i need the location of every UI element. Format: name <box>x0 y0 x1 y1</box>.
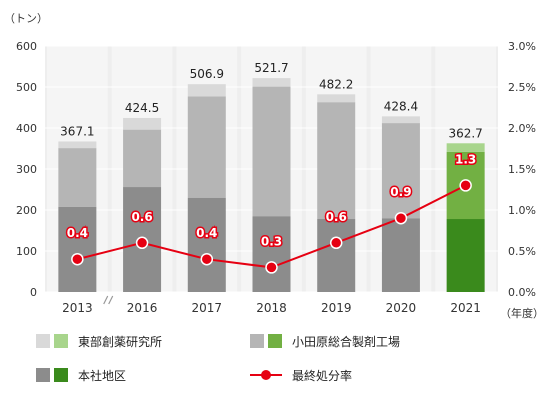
legend-swatch <box>36 368 50 382</box>
bar-segment-honsha <box>446 219 485 292</box>
rate-data-label: 0.3 <box>261 234 282 248</box>
x-tick-label: 2017 <box>192 301 223 315</box>
rate-data-label: 0.6 <box>131 210 152 224</box>
bar-segment-odawara <box>58 148 97 207</box>
x-tick-label: 2021 <box>450 301 481 315</box>
legend-label: 最終処分率 <box>292 368 352 383</box>
x-tick-label: 2013 <box>62 301 93 315</box>
rate-point <box>71 252 84 266</box>
x-axis-unit: （年度） <box>500 306 544 320</box>
bar-segment-honsha <box>252 216 291 292</box>
bar-segment-odawara <box>317 102 356 220</box>
legend-swatch <box>54 334 68 348</box>
x-tick-label: 2019 <box>321 301 352 315</box>
legend-label: 本社地区 <box>78 368 126 383</box>
bar-segment-honsha <box>58 206 97 292</box>
legend-item: 最終処分率 <box>250 368 352 383</box>
y2-tick-label: 2.0% <box>508 122 536 135</box>
legend-item: 小田原総合製剤工場 <box>250 334 400 349</box>
rate-data-label: 0.9 <box>390 185 411 199</box>
bar-total-label: 362.7 <box>448 126 482 140</box>
y-tick-label: 600 <box>16 40 37 53</box>
bar-segment-tobu <box>58 141 97 149</box>
bar-segment-tobu <box>381 116 420 124</box>
rate-data-label: 0.4 <box>196 226 217 240</box>
rate-data-label: 0.6 <box>326 210 347 224</box>
x-tick-label: 2020 <box>386 301 417 315</box>
y-tick-label: 400 <box>16 122 37 135</box>
rate-data-label: 0.4 <box>67 226 88 240</box>
bar-total-label: 482.2 <box>319 77 353 91</box>
plot-area: 0 100 200 300 400 500 600 0.0% 0.5% 1.0% 1.5% 2.0% 2… <box>16 40 536 315</box>
legend-item: 東部創薬研究所 <box>36 334 162 349</box>
bar-total-label: 424.5 <box>125 101 159 115</box>
y-tick-label: 0 <box>30 286 37 299</box>
bar-segment-odawara <box>252 86 291 217</box>
y2-tick-label: 0.0% <box>508 286 536 299</box>
y-tick-label: 300 <box>16 163 37 176</box>
x-tick-label: 2016 <box>127 301 158 315</box>
legend-swatch <box>250 334 264 348</box>
bar-segment-tobu <box>187 84 226 97</box>
bar-segment-honsha <box>187 197 226 292</box>
legend-item: 本社地区 <box>36 368 126 383</box>
bar-segment-tobu <box>317 94 356 103</box>
axis-break-marker <box>103 295 114 305</box>
y-tick-label: 200 <box>16 204 37 217</box>
y2-tick-label: 2.5% <box>508 81 536 94</box>
bar-segment-honsha <box>317 219 356 292</box>
rate-point <box>394 211 408 225</box>
legend-marker <box>261 370 271 380</box>
y-tick-label: 500 <box>16 81 37 94</box>
bar-total-label: 367.1 <box>60 124 94 138</box>
bar-segment-honsha <box>381 218 420 292</box>
rate-data-label: 1.3 <box>455 152 476 166</box>
legend-label: 東部創薬研究所 <box>78 334 162 349</box>
rate-point <box>329 236 343 250</box>
bar-total-label: 506.9 <box>190 67 224 81</box>
legend-label: 小田原総合製剤工場 <box>292 334 400 349</box>
bar-segment-odawara <box>381 123 420 219</box>
rate-point <box>200 252 214 266</box>
legend-swatch <box>36 334 50 348</box>
legend-swatch <box>268 334 282 348</box>
x-tick-label: 2018 <box>256 301 287 315</box>
y2-tick-label: 1.5% <box>508 163 536 176</box>
bar-segment-tobu <box>446 143 485 152</box>
bar-total-label: 521.7 <box>254 61 288 75</box>
y2-tick-label: 0.5% <box>508 245 536 258</box>
bar-segment-tobu <box>252 78 291 87</box>
y-axis-unit: （トン） <box>4 12 48 25</box>
rate-point <box>135 236 149 250</box>
bar-segment-odawara <box>123 129 162 188</box>
rate-point <box>459 179 472 192</box>
bar-total-label: 428.4 <box>384 99 418 113</box>
y-tick-label: 100 <box>16 245 37 258</box>
y2-tick-label: 3.0% <box>508 40 536 53</box>
bar-segment-tobu <box>123 117 162 130</box>
y2-tick-label: 1.0% <box>508 204 536 217</box>
bar-segment-odawara <box>187 96 226 198</box>
legend-swatch <box>54 368 68 382</box>
rate-point <box>265 261 278 274</box>
